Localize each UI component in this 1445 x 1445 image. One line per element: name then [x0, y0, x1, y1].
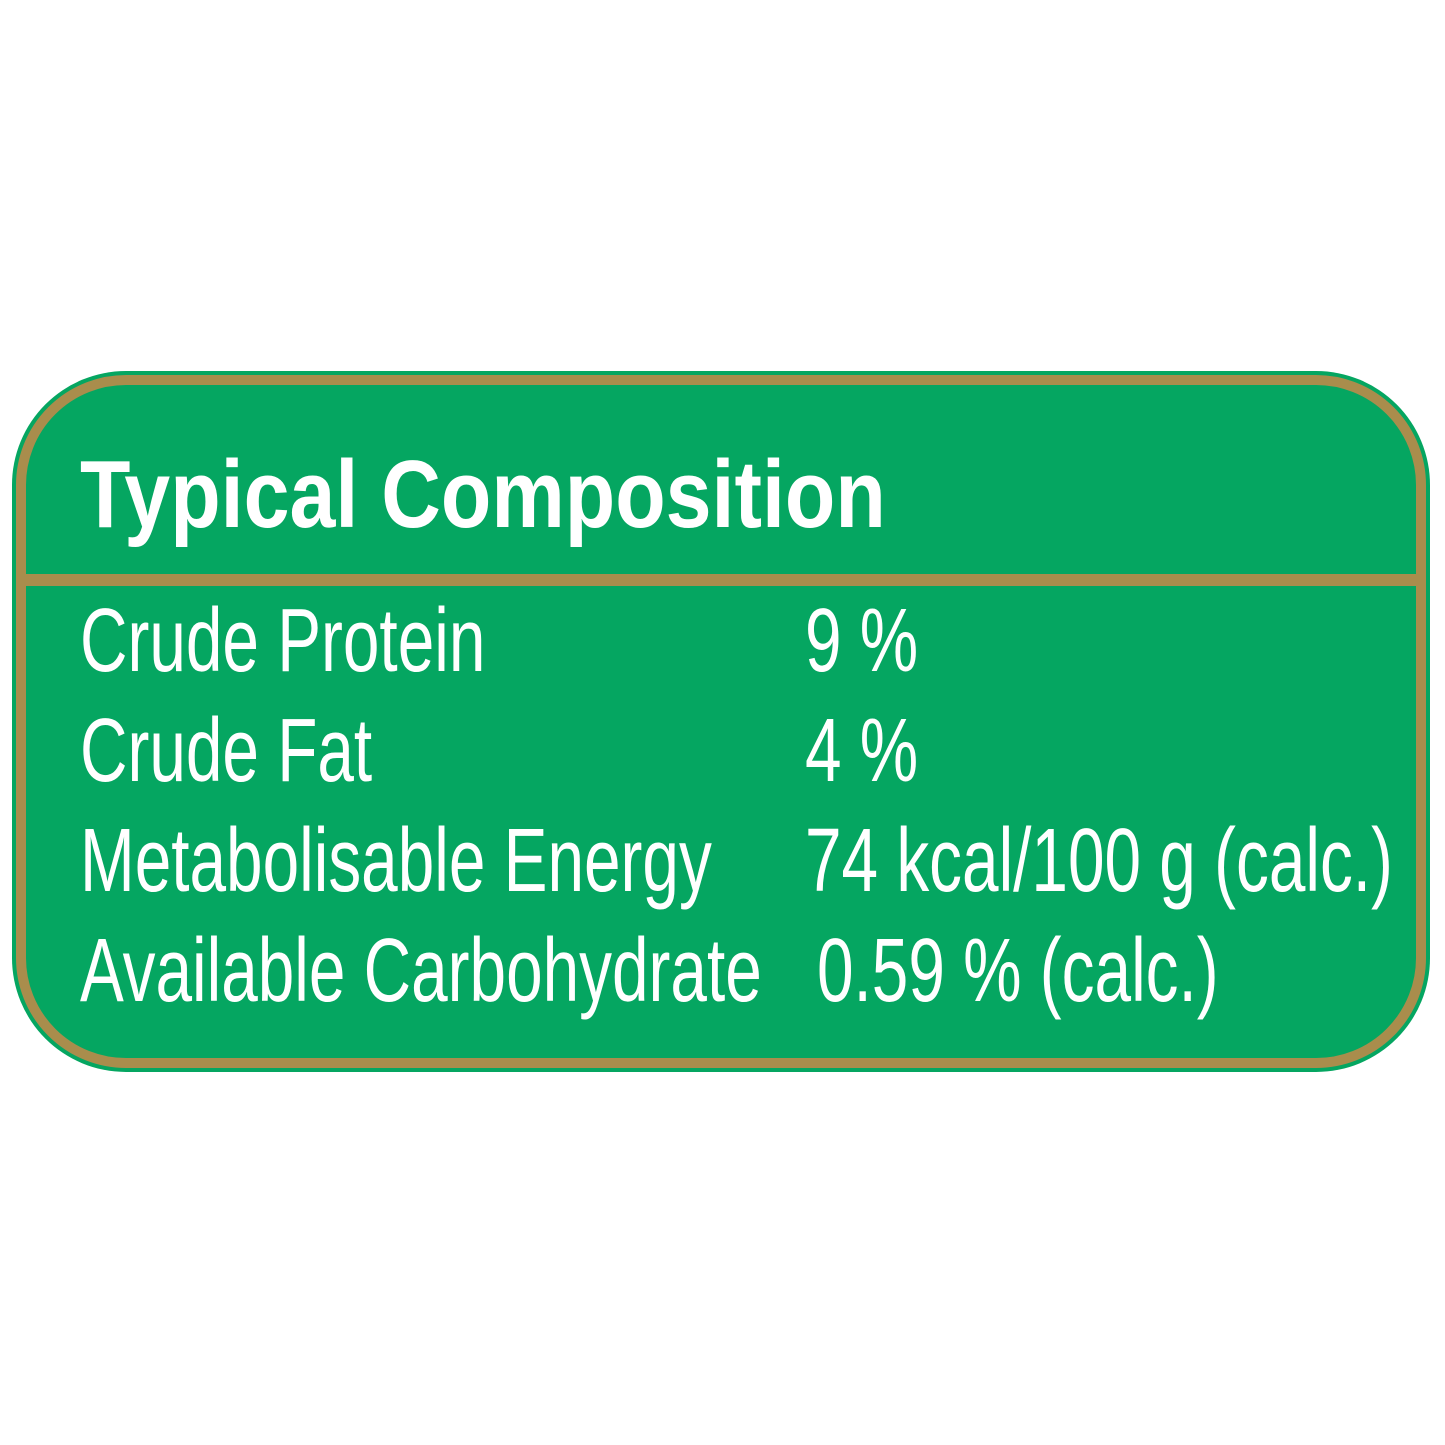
panel-header: Typical Composition [26, 385, 1416, 574]
typical-composition-panel: Typical Composition Crude Protein 9 % Cr… [16, 375, 1426, 1068]
nutrient-value-cell: 74 kcal/100 g (calc.) [805, 806, 1416, 916]
nutrient-value-cell: 4 % [805, 696, 1416, 806]
header-divider [16, 574, 1426, 586]
nutrient-value: 9 % [805, 591, 919, 691]
nutrient-name-cell: Metabolisable Energy [80, 806, 805, 916]
nutrient-name-cell: Crude Fat [80, 696, 805, 806]
nutrient-value: 74 kcal/100 g (calc.) [805, 811, 1393, 911]
nutrient-name: Metabolisable Energy [80, 811, 712, 911]
nutrient-name: Available Carbohydrate [80, 921, 762, 1021]
table-row: Crude Fat 4 % [80, 696, 1416, 806]
nutrient-value-cell: 9 % [805, 586, 1416, 696]
table-row: Metabolisable Energy 74 kcal/100 g (calc… [80, 806, 1416, 916]
nutrient-name: Crude Fat [80, 701, 373, 801]
nutrient-value: 0.59 % (calc.) [817, 921, 1219, 1021]
composition-table: Crude Protein 9 % Crude Fat 4 % Metaboli… [26, 586, 1416, 1058]
nutrient-value: 4 % [805, 701, 919, 801]
nutrient-value-cell: 0.59 % (calc.) [805, 916, 1416, 1026]
nutrient-name: Crude Protein [80, 591, 486, 691]
panel-title: Typical Composition [26, 385, 1416, 543]
table-row: Available Carbohydrate 0.59 % (calc.) [80, 916, 1416, 1026]
panel-title-text: Typical Composition [80, 441, 886, 548]
table-row: Crude Protein 9 % [80, 586, 1416, 696]
nutrient-name-cell: Crude Protein [80, 586, 805, 696]
nutrient-name-cell: Available Carbohydrate [80, 916, 805, 1026]
